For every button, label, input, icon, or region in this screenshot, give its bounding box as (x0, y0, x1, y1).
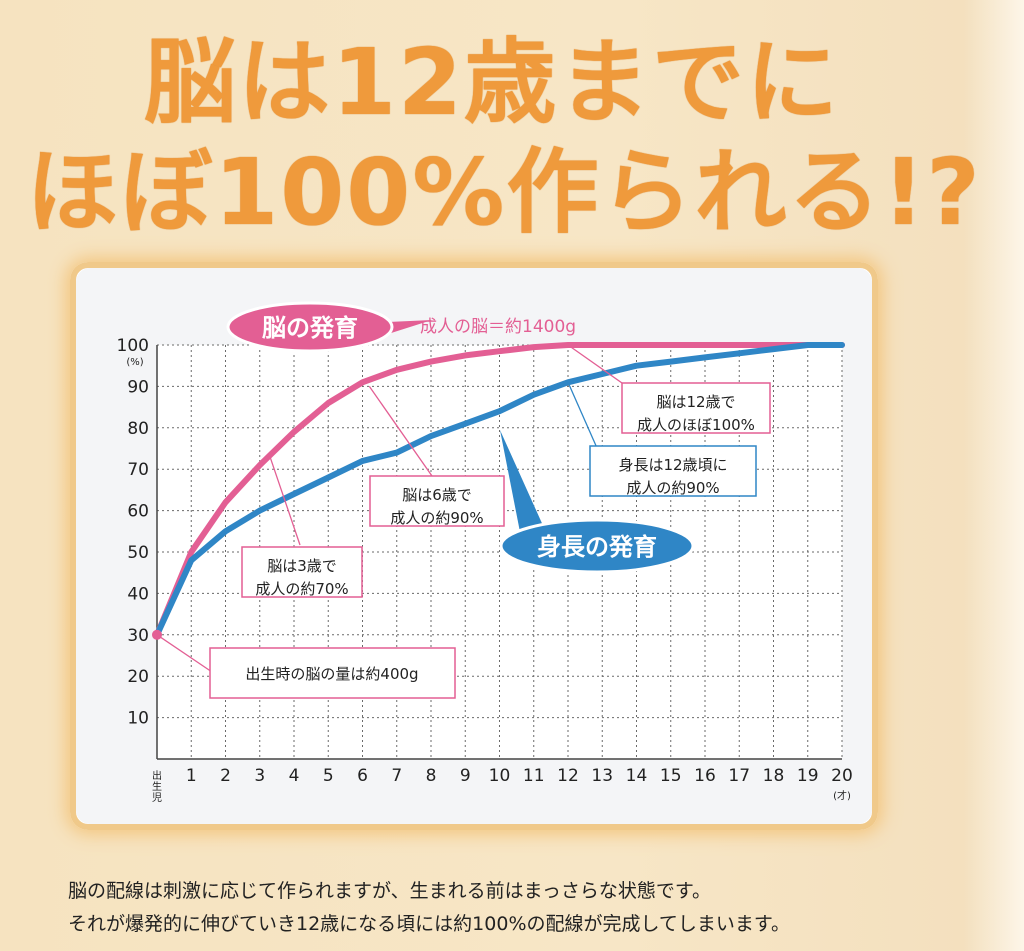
brain-label-bubble (226, 301, 394, 353)
x-tick-label: 8 (426, 766, 437, 786)
annotation-age12-brain-text: 脳は12歳で (656, 393, 735, 411)
x-tick-label: 20 (831, 766, 853, 786)
x-tick-label: 3 (254, 766, 265, 786)
y-tick-label: 90 (127, 377, 149, 397)
annotation-age6-box (369, 475, 505, 527)
annotation-age3-text: 脳は3歳で (267, 557, 337, 575)
adult-brain-label: 成人の脳＝約1400g (420, 317, 576, 337)
height-series-label: 身長の発育 (537, 533, 657, 561)
y-unit-label: (%) (126, 357, 143, 368)
annotation-age6-text: 成人の約90% (390, 509, 483, 527)
x-tick-label: 19 (797, 766, 819, 786)
x-tick-label: 15 (660, 766, 682, 786)
x-tick-label: 2 (220, 766, 231, 786)
annotation-age12-brain-text: 成人のほぼ100% (637, 416, 755, 434)
leader-age3 (269, 456, 301, 546)
x-tick-label: 9 (460, 766, 471, 786)
annotation-birth-box (209, 647, 456, 699)
y-tick-label: 20 (127, 667, 149, 687)
x-tick-label-birth-char: 児 (152, 792, 162, 804)
height-label-tail (500, 430, 545, 532)
page-edge (964, 0, 1024, 951)
annotation-age12-height-box (589, 445, 757, 497)
brain-label-tail (388, 320, 432, 334)
x-tick-label: 17 (728, 766, 750, 786)
x-tick-label: 13 (591, 766, 613, 786)
leader-age6 (368, 386, 433, 477)
y-tick-label: 60 (127, 502, 149, 522)
x-tick-label: 7 (391, 766, 402, 786)
annotation-age6-text: 脳は6歳で (402, 486, 472, 504)
x-tick-label-birth-char: 生 (152, 780, 162, 793)
x-tick-label: 4 (289, 766, 300, 786)
y-tick-label: 100 (117, 336, 149, 356)
leader-age12-brain (567, 344, 623, 384)
y-tick-label: 70 (127, 460, 149, 480)
annotation-age3-text: 成人の約70% (255, 580, 348, 598)
annotation-age12-brain-box (621, 382, 771, 434)
x-tick-label: 5 (323, 766, 334, 786)
x-tick-label: 16 (694, 766, 716, 786)
x-tick-label-birth-char: 出 (152, 769, 162, 782)
annotation-age3-box (241, 546, 363, 598)
y-tick-label: 10 (127, 709, 149, 729)
annotation-birth-text: 出生時の脳の量は約400g (245, 665, 418, 683)
annotation-age12-height-text: 身長は12歳頃に (618, 456, 727, 474)
series-line-height (154, 342, 845, 638)
y-tick-label: 30 (127, 626, 149, 646)
x-tick-label: 10 (489, 766, 511, 786)
x-tick-label: 1 (186, 766, 197, 786)
leader-birth (156, 634, 213, 673)
title-line-1: 脳は12歳までに (143, 29, 841, 136)
x-tick-label: 12 (557, 766, 579, 786)
y-tick-label: 50 (127, 543, 149, 563)
y-tick-label: 80 (127, 419, 149, 439)
y-tick-label: 40 (127, 584, 149, 604)
caption-line-2: それが爆発的に伸びていき12歳になる頃には約100%の配線が完成してしまいます。 (68, 913, 791, 935)
annotation-age12-height-text: 成人の約90% (626, 479, 719, 497)
leader-age12-height (567, 381, 598, 449)
x-tick-label: 11 (523, 766, 545, 786)
height-label-bubble (499, 518, 695, 574)
x-unit-label: (才) (833, 789, 851, 802)
x-tick-label: 18 (763, 766, 785, 786)
x-tick-label: 14 (626, 766, 648, 786)
brain-series-label: 脳の発育 (262, 314, 358, 342)
caption-line-1: 脳の配線は刺激に応じて作られますが、生まれる前はまっさらな状態です。 (68, 880, 711, 902)
x-tick-label: 6 (357, 766, 368, 786)
title-line-2: ほぼ100%作られる!? (26, 139, 982, 246)
series-line-brain (154, 342, 845, 638)
